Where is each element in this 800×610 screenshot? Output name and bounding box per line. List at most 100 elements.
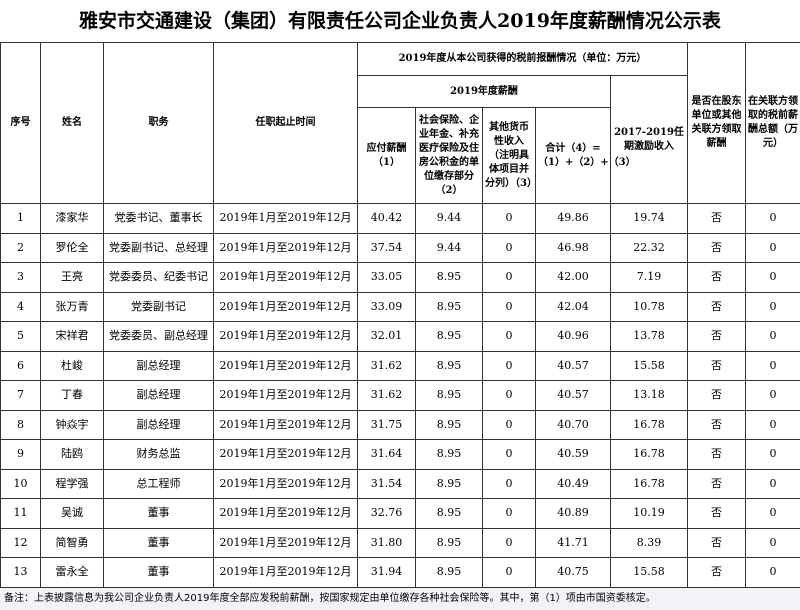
cell-name: 陆鸥 [40, 439, 104, 470]
cell-insurance: 8.95 [415, 527, 483, 558]
cell-related: 0 [745, 409, 800, 440]
cell-other: 0 [482, 557, 536, 588]
cell-seq: 9 [0, 439, 41, 470]
cell-position: 副总经理 [103, 350, 214, 381]
cell-total: 40.59 [535, 439, 611, 470]
table-row: 7 丁春 副总经理 2019年1月至2019年12月 31.62 8.95 0 40.57 13… [0, 380, 800, 411]
cell-related: 0 [745, 380, 800, 411]
cell-position: 党委副书记、总经理 [103, 232, 214, 263]
table-row: 10 程学强 总工程师 2019年1月至2019年12月 31.54 8.95 0 40.49… [0, 468, 800, 499]
cell-shareholder: 否 [687, 409, 747, 440]
cell-other: 0 [482, 380, 536, 411]
cell-insurance: 8.95 [415, 291, 483, 322]
cell-seq: 3 [0, 262, 41, 293]
cell-related: 0 [745, 468, 800, 499]
cell-incentive: 22.32 [609, 232, 689, 263]
cell-name: 吴诚 [40, 498, 104, 529]
table-row: 4 张万青 党委副书记 2019年1月至2019年12月 33.09 8.95 0 42.04… [0, 291, 800, 322]
cell-other: 0 [482, 498, 536, 529]
cell-term: 2019年1月至2019年12月 [213, 468, 358, 499]
cell-salary: 31.62 [357, 380, 416, 411]
cell-salary: 32.76 [357, 498, 416, 529]
cell-salary: 31.94 [357, 557, 416, 588]
table-row: 8 钟焱宇 副总经理 2019年1月至2019年12月 31.75 8.95 0 40.70 1… [0, 409, 800, 440]
cell-term: 2019年1月至2019年12月 [213, 498, 358, 529]
cell-name: 杜峻 [40, 350, 104, 381]
cell-total: 40.57 [535, 380, 611, 411]
cell-insurance: 9.44 [415, 203, 483, 234]
cell-name: 简智勇 [40, 527, 104, 558]
cell-insurance: 8.95 [415, 350, 483, 381]
cell-position: 董事 [103, 498, 214, 529]
header-related: 在关联方领取的税前薪酬总额（万元） [745, 42, 800, 204]
table-row: 13 雷永全 董事 2019年1月至2019年12月 31.94 8.95 0 40.75 15… [0, 557, 800, 588]
cell-incentive: 13.18 [609, 380, 689, 411]
cell-shareholder: 否 [687, 291, 747, 322]
header-term: 任职起止时间 [213, 42, 358, 204]
cell-other: 0 [482, 291, 536, 322]
header-total: 合计（4）=（1）+（2）+（3） [535, 107, 636, 204]
cell-total: 42.04 [535, 291, 611, 322]
cell-total: 40.96 [535, 321, 611, 352]
header-shareholder: 是否在股东单位或其他关联方领取薪酬 [687, 42, 747, 204]
cell-shareholder: 否 [687, 498, 747, 529]
cell-insurance: 9.44 [415, 232, 483, 263]
cell-total: 46.98 [535, 232, 611, 263]
cell-seq: 13 [0, 557, 41, 588]
cell-other: 0 [482, 262, 536, 293]
cell-incentive: 7.19 [609, 262, 689, 293]
header-seq: 序号 [0, 42, 41, 204]
cell-position: 党委副书记 [103, 291, 214, 322]
cell-total: 49.86 [535, 203, 611, 234]
cell-name: 漆家华 [40, 203, 104, 234]
cell-position: 总工程师 [103, 468, 214, 499]
header-insurance: 社会保险、企业年金、补充医疗保险及住房公积金的单位缴存部分（2） [415, 107, 483, 204]
cell-seq: 7 [0, 380, 41, 411]
cell-related: 0 [745, 262, 800, 293]
cell-seq: 10 [0, 468, 41, 499]
cell-total: 40.49 [535, 468, 611, 499]
table-row: 9 陆鸥 财务总监 2019年1月至2019年12月 31.64 8.95 0 40.59 16… [0, 439, 800, 470]
cell-related: 0 [745, 557, 800, 588]
cell-other: 0 [482, 527, 536, 558]
header-other: 其他货币性收入（注明具体项目并分列）（3） [482, 107, 537, 204]
cell-shareholder: 否 [687, 203, 747, 234]
cell-incentive: 15.58 [609, 557, 689, 588]
header-salary: 应付薪酬（1） [357, 107, 416, 204]
cell-salary: 31.64 [357, 439, 416, 470]
cell-insurance: 8.95 [415, 439, 483, 470]
cell-other: 0 [482, 409, 536, 440]
cell-position: 财务总监 [103, 439, 214, 470]
cell-term: 2019年1月至2019年12月 [213, 262, 358, 293]
cell-incentive: 16.78 [609, 468, 689, 499]
cell-total: 40.70 [535, 409, 611, 440]
cell-incentive: 19.74 [609, 203, 689, 234]
cell-position: 董事 [103, 557, 214, 588]
cell-related: 0 [745, 498, 800, 529]
cell-shareholder: 否 [687, 439, 747, 470]
cell-position: 党委委员、副总经理 [103, 321, 214, 352]
cell-seq: 1 [0, 203, 41, 234]
table-row: 3 王亮 党委委员、纪委书记 2019年1月至2019年12月 33.05 8.95 0 42… [0, 262, 800, 293]
cell-other: 0 [482, 232, 536, 263]
cell-incentive: 13.78 [609, 321, 689, 352]
cell-name: 张万青 [40, 291, 104, 322]
cell-incentive: 10.19 [609, 498, 689, 529]
cell-term: 2019年1月至2019年12月 [213, 291, 358, 322]
cell-shareholder: 否 [687, 527, 747, 558]
cell-seq: 8 [0, 409, 41, 440]
cell-name: 钟焱宇 [40, 409, 104, 440]
cell-shareholder: 否 [687, 262, 747, 293]
cell-total: 40.57 [535, 350, 611, 381]
cell-total: 41.71 [535, 527, 611, 558]
cell-insurance: 8.95 [415, 468, 483, 499]
cell-related: 0 [745, 439, 800, 470]
page-title: 雅安市交通建设（集团）有限责任公司企业负责人2019年度薪酬情况公示表 [79, 10, 721, 32]
cell-name: 程学强 [40, 468, 104, 499]
cell-incentive: 16.78 [609, 439, 689, 470]
cell-incentive: 8.39 [609, 527, 689, 558]
cell-seq: 5 [0, 321, 41, 352]
cell-insurance: 8.95 [415, 557, 483, 588]
cell-salary: 40.42 [357, 203, 416, 234]
cell-insurance: 8.95 [415, 321, 483, 352]
